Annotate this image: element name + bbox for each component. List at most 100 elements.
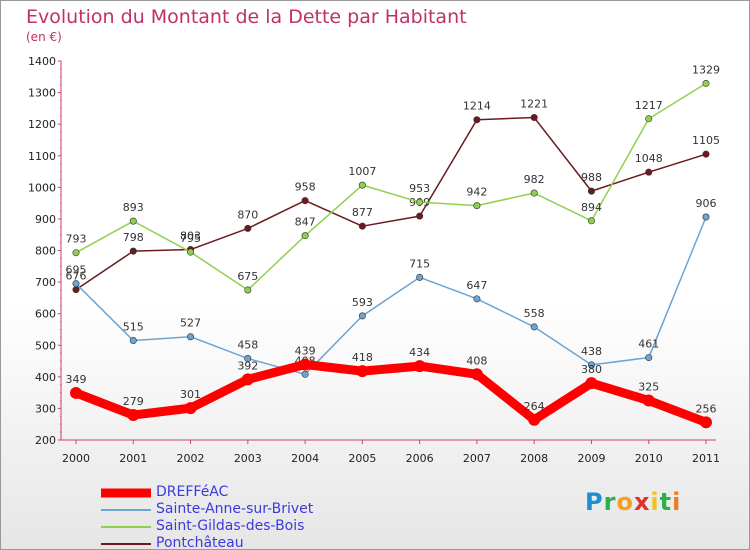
data-label-dreffeac: 418	[352, 351, 373, 364]
data-label-dreffeac: 264	[524, 400, 545, 413]
data-label-dreffeac: 349	[66, 373, 87, 386]
legend-swatch	[101, 508, 151, 511]
x-tick-label: 2005	[348, 452, 376, 465]
data-label-pontchateau: 1221	[520, 98, 548, 111]
data-point-saint-gildas-des-bois	[187, 248, 195, 256]
x-tick-label: 2003	[234, 452, 262, 465]
data-point-pontchateau	[645, 168, 653, 176]
data-label-sainte-anne-sur-brivet: 527	[180, 317, 201, 330]
x-tick-label: 2007	[463, 452, 491, 465]
data-label-pontchateau: 1214	[463, 100, 491, 113]
data-point-sainte-anne-sur-brivet	[301, 370, 309, 378]
data-point-saint-gildas-des-bois	[473, 202, 481, 210]
legend-label: Pontchâteau	[156, 535, 244, 550]
data-point-sainte-anne-sur-brivet	[358, 312, 366, 320]
legend-label: Saint-Gildas-des-Bois	[156, 518, 305, 534]
legend-label: DREFFéAC	[156, 484, 229, 500]
x-tick-label: 2008	[520, 452, 548, 465]
y-tick-label: 1300	[28, 87, 56, 100]
data-label-pontchateau: 798	[123, 231, 144, 244]
data-point-sainte-anne-sur-brivet	[416, 273, 424, 281]
data-label-dreffeac: 279	[123, 395, 144, 408]
logo-letter: P	[585, 488, 604, 516]
logo-letter: i	[672, 488, 682, 516]
y-tick-label: 500	[35, 339, 56, 352]
data-label-pontchateau: 870	[237, 208, 258, 221]
data-label-saint-gildas-des-bois: 795	[180, 232, 201, 245]
data-label-pontchateau: 803	[180, 230, 201, 243]
logo-letter: t	[659, 488, 673, 516]
data-label-dreffeac: 408	[466, 354, 487, 367]
data-label-saint-gildas-des-bois: 893	[123, 201, 144, 214]
data-point-pontchateau	[244, 224, 252, 232]
data-point-pontchateau	[72, 286, 80, 294]
data-label-saint-gildas-des-bois: 847	[295, 216, 316, 229]
data-label-dreffeac: 434	[409, 346, 430, 359]
data-label-dreffeac: 439	[295, 345, 316, 358]
data-point-saint-gildas-des-bois	[301, 232, 309, 240]
data-point-dreffeac	[413, 360, 426, 373]
logo-letter: r	[603, 488, 617, 516]
data-point-pontchateau	[358, 222, 366, 230]
x-tick-label: 2010	[635, 452, 663, 465]
logo-letter: x	[633, 488, 651, 516]
data-label-sainte-anne-sur-brivet: 438	[581, 345, 602, 358]
data-point-sainte-anne-sur-brivet	[129, 337, 137, 345]
x-tick-label: 2001	[119, 452, 147, 465]
data-label-dreffeac: 256	[696, 402, 717, 415]
data-point-sainte-anne-sur-brivet	[473, 295, 481, 303]
chart-title: Evolution du Montant de la Dette par Hab…	[26, 6, 467, 28]
data-label-saint-gildas-des-bois: 1007	[348, 165, 376, 178]
data-point-sainte-anne-sur-brivet	[530, 323, 538, 331]
data-point-sainte-anne-sur-brivet	[187, 333, 195, 341]
proxiti-logo: Proxiti	[585, 488, 681, 516]
data-label-sainte-anne-sur-brivet: 558	[524, 307, 545, 320]
y-tick-label: 900	[35, 213, 56, 226]
data-label-sainte-anne-sur-brivet: 715	[409, 257, 430, 270]
y-tick-label: 800	[35, 245, 56, 258]
data-label-saint-gildas-des-bois: 1217	[635, 99, 663, 112]
data-label-pontchateau: 1105	[692, 134, 720, 147]
data-label-saint-gildas-des-bois: 982	[524, 173, 545, 186]
data-point-pontchateau	[129, 247, 137, 255]
data-point-saint-gildas-des-bois	[416, 198, 424, 206]
data-label-sainte-anne-sur-brivet: 515	[123, 321, 144, 334]
data-label-pontchateau: 676	[66, 270, 87, 283]
data-point-dreffeac	[700, 416, 712, 429]
data-point-pontchateau	[587, 187, 595, 195]
data-label-pontchateau: 988	[581, 171, 602, 184]
data-point-pontchateau	[473, 116, 481, 124]
y-tick-label: 300	[35, 402, 56, 415]
data-label-saint-gildas-des-bois: 953	[409, 182, 430, 195]
data-point-sainte-anne-sur-brivet	[702, 213, 710, 221]
data-label-pontchateau: 1048	[635, 152, 663, 165]
data-label-saint-gildas-des-bois: 675	[237, 270, 258, 283]
series-line-dreffeac	[71, 360, 711, 427]
x-tick-label: 2011	[692, 452, 720, 465]
data-point-saint-gildas-des-bois	[72, 249, 80, 257]
data-label-saint-gildas-des-bois: 1329	[692, 63, 720, 76]
x-tick-label: 2004	[291, 452, 319, 465]
data-point-pontchateau	[530, 114, 538, 122]
data-point-sainte-anne-sur-brivet	[244, 355, 252, 363]
y-tick-label: 1000	[28, 181, 56, 194]
chart-subtitle: (en €)	[26, 30, 62, 44]
data-point-dreffeac	[70, 386, 82, 399]
data-label-dreffeac: 380	[581, 363, 602, 376]
legend-swatch	[101, 525, 151, 528]
legend-swatch	[101, 488, 151, 497]
data-point-saint-gildas-des-bois	[645, 115, 653, 123]
y-tick-label: 1400	[28, 55, 56, 68]
data-point-dreffeac	[127, 409, 140, 422]
data-point-sainte-anne-sur-brivet	[587, 361, 595, 369]
x-tick-label: 2002	[177, 452, 205, 465]
data-point-dreffeac	[642, 394, 655, 407]
data-label-sainte-anne-sur-brivet: 647	[466, 279, 487, 292]
data-label-pontchateau: 877	[352, 206, 373, 219]
data-point-saint-gildas-des-bois	[244, 286, 252, 294]
y-tick-label: 1200	[28, 118, 56, 131]
data-label-sainte-anne-sur-brivet: 461	[638, 338, 659, 351]
data-point-saint-gildas-des-bois	[702, 79, 710, 87]
y-tick-label: 700	[35, 276, 56, 289]
